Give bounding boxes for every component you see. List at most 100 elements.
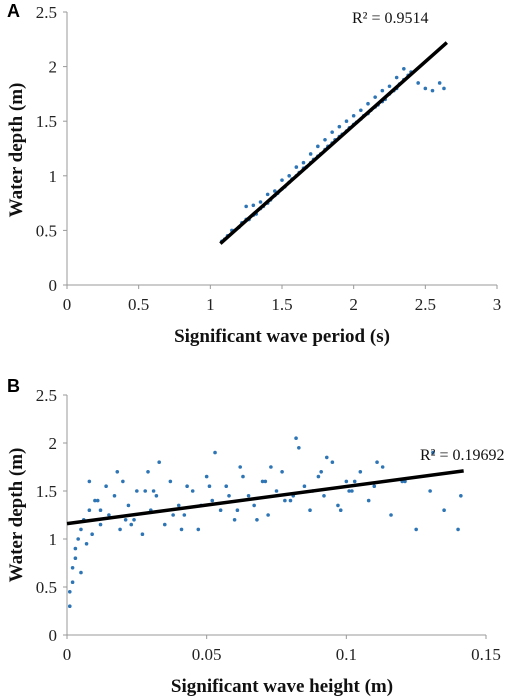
panel-letter: B — [7, 376, 20, 396]
data-point — [280, 470, 284, 474]
data-point — [146, 470, 150, 474]
x-tick-label: 0.15 — [471, 645, 501, 664]
data-point — [350, 489, 354, 493]
data-point — [372, 484, 377, 488]
data-point — [263, 479, 268, 484]
data-point — [151, 489, 156, 493]
data-point — [179, 527, 184, 532]
x-tick-label: 2 — [349, 295, 358, 314]
y-tick-label: 0 — [49, 626, 58, 645]
data-point — [79, 570, 83, 575]
data-point — [358, 470, 363, 474]
data-point — [232, 518, 237, 522]
chart-panel-a: 0 0.5 1 1.5 2 2.5 0 0.5 1 1.5 2 2.5 3 Significant wav… — [6, 1, 501, 347]
data-point — [308, 508, 312, 512]
x-tick-label: 3 — [493, 295, 502, 314]
data-point — [373, 95, 377, 99]
data-point — [266, 513, 270, 517]
data-point — [322, 494, 326, 498]
x-tick-label: 0.1 — [336, 645, 357, 664]
data-point — [283, 498, 287, 503]
y-tick-label: 2.5 — [36, 3, 57, 22]
y-tick-label: 2 — [49, 58, 58, 77]
data-point — [224, 484, 229, 488]
data-point — [366, 101, 370, 106]
data-point — [394, 75, 399, 80]
data-point — [288, 498, 293, 503]
data-point — [135, 489, 139, 493]
data-point — [351, 113, 356, 118]
y-tick-label: 2 — [49, 434, 58, 453]
data-point — [442, 508, 446, 512]
data-point — [380, 88, 385, 93]
data-point — [126, 503, 131, 508]
y-tick-label: 1 — [49, 167, 58, 186]
data-point — [316, 474, 321, 479]
data-point — [132, 518, 136, 522]
data-point — [380, 465, 385, 469]
data-point — [244, 204, 248, 209]
data-point — [185, 484, 189, 488]
x-tick-label: 0 — [63, 295, 72, 314]
data-point — [437, 81, 442, 85]
data-point — [252, 503, 256, 508]
data-point — [423, 86, 428, 91]
data-point — [287, 174, 291, 178]
data-point — [143, 489, 148, 493]
data-point — [319, 470, 323, 474]
data-point — [297, 446, 301, 450]
chart-a: 0 0.5 1 1.5 2 2.5 0 0.5 1 1.5 2 2.5 3 Significant wav… — [6, 1, 501, 347]
data-point — [260, 479, 265, 484]
data-point — [207, 484, 212, 488]
data-point — [129, 522, 134, 527]
data-point — [294, 436, 298, 440]
data-point — [273, 189, 277, 193]
data-point — [269, 465, 273, 469]
data-point — [255, 518, 259, 522]
data-point — [308, 152, 313, 156]
y-tick-label: 2.5 — [36, 386, 57, 405]
data-point — [67, 590, 72, 594]
data-point — [316, 144, 320, 149]
data-point — [323, 137, 327, 142]
data-point — [70, 580, 75, 584]
data-point — [375, 460, 379, 464]
trendline — [219, 41, 448, 245]
data-point — [168, 479, 173, 484]
data-point — [301, 160, 306, 165]
chart-b-svg: 0 0.5 1 1.5 2 2.5 0 0.05 0.1 0.15 Significant wave… — [6, 376, 505, 697]
data-point — [140, 532, 145, 536]
data-point — [324, 455, 329, 460]
data-point — [93, 498, 97, 503]
data-point — [366, 498, 371, 503]
data-point — [359, 108, 363, 113]
chart-panel-b: 0 0.5 1 1.5 2 2.5 0 0.05 0.1 0.15 Significant wave… — [0, 350, 517, 700]
data-point — [73, 546, 78, 551]
data-point — [251, 203, 256, 208]
x-tick-label: 1 — [206, 295, 215, 314]
data-point — [87, 508, 92, 512]
data-point — [246, 494, 251, 498]
data-point — [416, 81, 420, 85]
data-point — [190, 489, 195, 493]
data-point — [430, 88, 435, 93]
data-point — [118, 527, 122, 532]
data-point — [442, 86, 446, 91]
chart-a-svg: 0 0.5 1 1.5 2 2.5 0 0.5 1 1.5 2 2.5 3 Significant wav… — [6, 1, 501, 347]
data-point — [227, 494, 231, 498]
panel-letter: A — [7, 1, 20, 21]
chart-b: 0 0.5 1 1.5 2 2.5 0 0.05 0.1 0.15 Significant wave… — [6, 376, 505, 697]
y-tick-label: 1.5 — [36, 112, 57, 131]
data-point — [280, 178, 284, 182]
data-point — [294, 165, 299, 169]
x-tick-label: 2.5 — [415, 295, 436, 314]
data-point — [157, 460, 161, 464]
data-point — [98, 522, 103, 527]
data-point — [90, 532, 94, 536]
data-point — [389, 513, 393, 517]
x-tick-label: 0.5 — [128, 295, 149, 314]
data-point — [84, 542, 89, 546]
x-axis-title: Significant wave period (s) — [174, 326, 390, 347]
data-point — [459, 494, 463, 498]
data-point — [265, 192, 270, 197]
